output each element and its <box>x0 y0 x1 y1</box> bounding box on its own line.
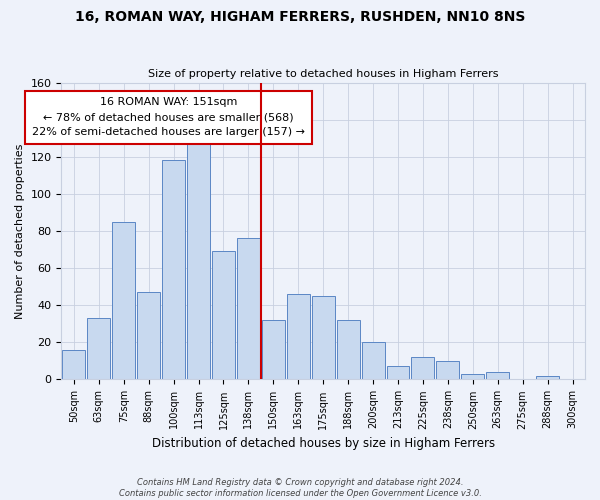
Bar <box>88 318 110 380</box>
Bar <box>237 238 260 380</box>
Bar <box>137 292 160 380</box>
Bar <box>287 294 310 380</box>
Bar <box>536 376 559 380</box>
Text: 16, ROMAN WAY, HIGHAM FERRERS, RUSHDEN, NN10 8NS: 16, ROMAN WAY, HIGHAM FERRERS, RUSHDEN, … <box>75 10 525 24</box>
Bar <box>337 320 359 380</box>
Bar <box>412 357 434 380</box>
Bar <box>486 372 509 380</box>
Text: 16 ROMAN WAY: 151sqm
← 78% of detached houses are smaller (568)
22% of semi-deta: 16 ROMAN WAY: 151sqm ← 78% of detached h… <box>32 98 305 137</box>
Bar <box>212 252 235 380</box>
Bar <box>112 222 135 380</box>
Bar <box>187 144 210 380</box>
Bar <box>162 160 185 380</box>
Y-axis label: Number of detached properties: Number of detached properties <box>15 144 25 318</box>
Bar <box>362 342 385 380</box>
Text: Contains HM Land Registry data © Crown copyright and database right 2024.
Contai: Contains HM Land Registry data © Crown c… <box>119 478 481 498</box>
Bar <box>312 296 335 380</box>
Bar <box>62 350 85 380</box>
Bar <box>461 374 484 380</box>
Bar <box>436 361 460 380</box>
Bar <box>386 366 409 380</box>
X-axis label: Distribution of detached houses by size in Higham Ferrers: Distribution of detached houses by size … <box>152 437 495 450</box>
Title: Size of property relative to detached houses in Higham Ferrers: Size of property relative to detached ho… <box>148 69 499 79</box>
Bar <box>262 320 285 380</box>
